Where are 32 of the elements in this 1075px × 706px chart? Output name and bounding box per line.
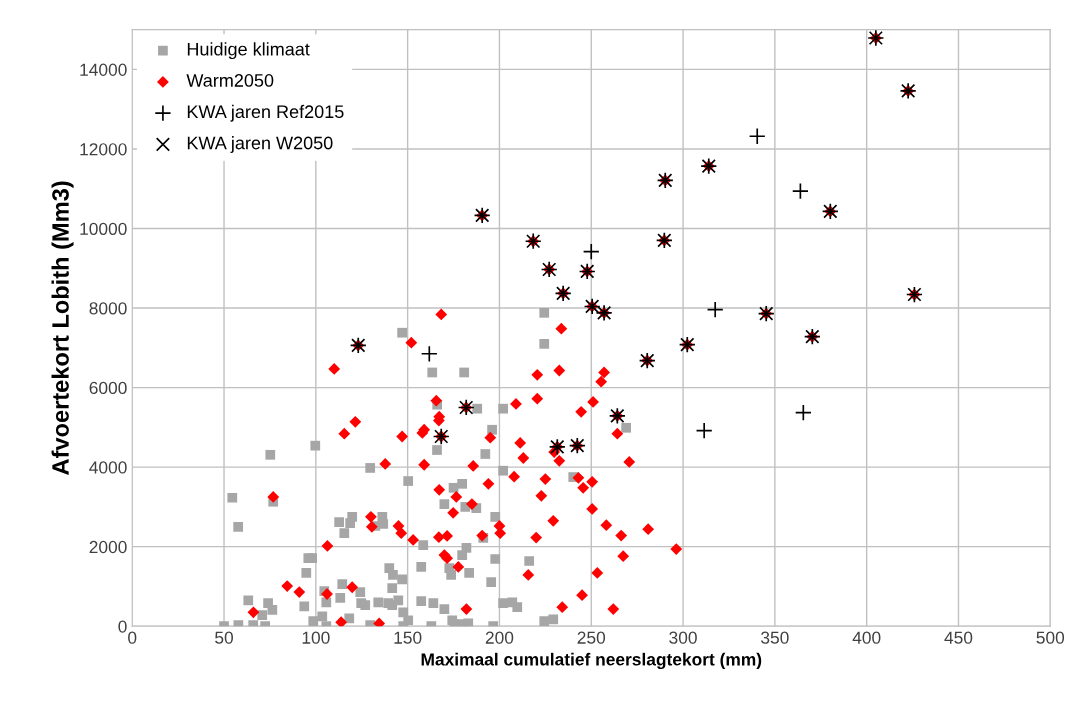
x-tick-label: 200 [485,631,514,644]
x-tick-label: 400 [852,631,881,644]
point [748,127,766,145]
y-tick-label: 2000 [89,540,127,554]
x-tick-label: 0 [128,631,137,644]
y-tick-label: 4000 [89,461,127,474]
y-tick-label: 14000 [80,63,127,76]
x-tick-label: 350 [761,631,789,644]
x-tick-label: 450 [944,631,973,644]
x-tick-label: 250 [577,631,606,644]
y-tick-label: 0 [118,620,127,633]
y-axis-title: Afvoertekort Lobith (Mm3) [51,181,74,475]
point [706,301,724,319]
legend-label: KWA jaren Ref2015 [187,104,344,122]
legend-label: KWA jaren W2050 [187,136,333,153]
x-tick-label: 100 [302,631,330,644]
y-tick-label: 8000 [89,302,127,315]
point [791,182,809,200]
x-axis-title: Maximaal cumulatief neerslagtekort (mm) [421,652,762,670]
y-tick-label: 6000 [89,381,127,395]
legend-label: Warm2050 [186,74,274,87]
legend-label: Huidige klimaat [187,42,310,60]
x-tick-label: 50 [215,631,234,644]
x-tick-label: 150 [394,631,422,644]
point [582,243,600,261]
x-tick-label: 500 [1036,631,1065,644]
point [695,422,713,440]
point [420,345,438,363]
y-tick-label: 12000 [80,143,127,156]
y-tick-label: 10000 [80,222,127,235]
x-tick-label: 300 [669,631,697,644]
point [794,404,812,422]
